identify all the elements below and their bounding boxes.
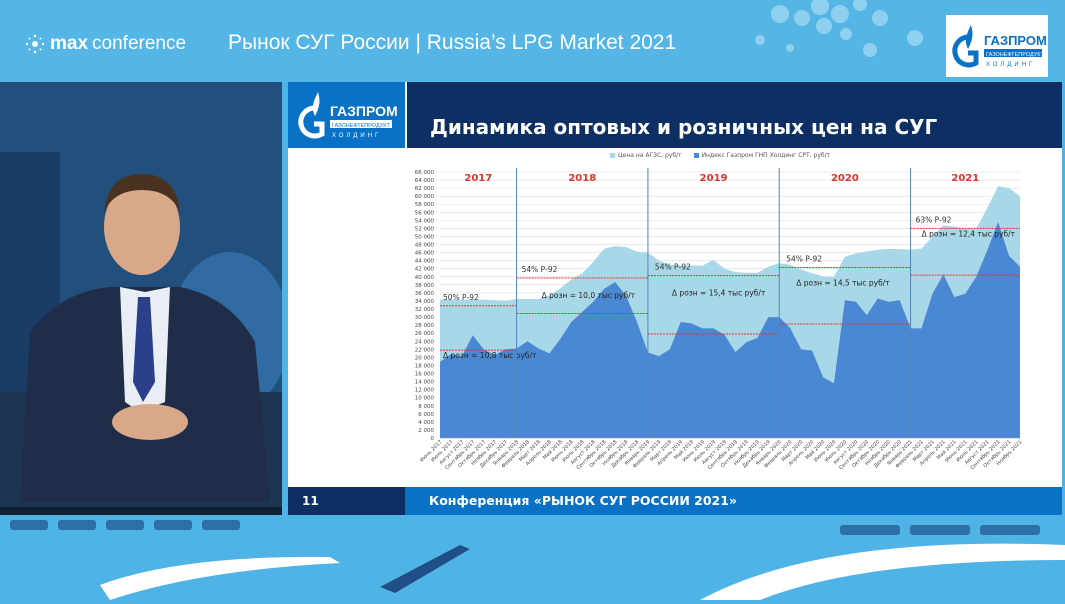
legend-swatch-retail — [610, 153, 615, 158]
y-tick-label: 50 000 — [415, 234, 435, 240]
y-tick-label: 34 000 — [415, 299, 435, 305]
delta-label: Δ розн = 15,4 тыс руб/т — [672, 289, 766, 298]
y-tick-label: 6 000 — [418, 412, 434, 418]
year-label: 2019 — [700, 173, 728, 184]
y-tick-label: 40 000 — [415, 275, 435, 281]
y-tick-label: 62 000 — [415, 186, 435, 192]
slide-header: Динамика оптовых и розничных цен на СУГ — [405, 82, 1062, 148]
delta-label: Δ розн = 14,5 тыс руб/т — [796, 279, 890, 288]
y-tick-label: 22 000 — [415, 347, 435, 353]
y-tick-label: 46 000 — [415, 251, 435, 257]
brand-bold: max — [50, 33, 88, 55]
y-tick-label: 36 000 — [415, 291, 435, 297]
price-chart: Цена на АГЗС, руб/т Индекс Газпром ГНП Х… — [288, 148, 1062, 487]
y-tick-label: 32 000 — [415, 307, 435, 313]
y-tick-label: 30 000 — [415, 315, 435, 321]
y-tick-label: 4 000 — [418, 420, 434, 426]
chart-legend: Цена на АГЗС, руб/т Индекс Газпром ГНП Х… — [610, 152, 830, 159]
y-tick-label: 28 000 — [415, 323, 435, 329]
y-tick-label: 42 000 — [415, 267, 435, 273]
gazprom-logo: ГАЗПРОМ ГАЗОНЕФТЕПРОДУКТ ХОЛДИНГ — [946, 15, 1048, 77]
y-tick-label: 26 000 — [415, 331, 435, 337]
gazprom-flame-icon: ГАЗПРОМ ГАЗОНЕФТЕПРОДУКТ ХОЛДИНГ — [946, 15, 1048, 77]
y-tick-label: 10 000 — [415, 396, 435, 402]
y-tick-label: 24 000 — [415, 339, 435, 345]
delta-label: Δ розн = 12,4 тыс руб/т — [922, 229, 1016, 238]
y-tick-label: 52 000 — [415, 226, 435, 232]
decorative-footer — [0, 515, 1065, 600]
sparkle-icon — [24, 33, 46, 55]
speaker-figure — [0, 82, 282, 515]
chart-plot: 0 2 000 4 000 6 000 8 000 10 000 12 000 14 000 1… — [288, 148, 1062, 487]
y-tick-label: 14 000 — [415, 380, 435, 386]
delta-label: Δ розн = 10,0 тыс руб/т — [542, 291, 636, 300]
legend-label-wholesale: Индекс Газпром ГНП Холдинг СРТ, руб/т — [702, 152, 831, 159]
y-tick-label: 16 000 — [415, 372, 435, 378]
y-tick-label: 48 000 — [415, 243, 435, 249]
share-label: 63% Р-92 — [916, 215, 952, 224]
brand-light: conference — [92, 33, 186, 55]
year-label: 2020 — [831, 173, 859, 184]
share-label: 54% Р-92 — [655, 263, 691, 272]
slide-gazprom-logo: ГАЗПРОМ ГАЗОНЕФТЕПРОДУКТ ХОЛДИНГ — [288, 82, 405, 148]
svg-text:ХОЛДИНГ: ХОЛДИНГ — [332, 133, 381, 139]
svg-text:ХОЛДИНГ: ХОЛДИНГ — [986, 62, 1035, 68]
y-tick-label: 54 000 — [415, 218, 435, 224]
year-label: 2021 — [951, 173, 979, 184]
decorative-dots — [720, 0, 940, 80]
decorative-graphics — [0, 515, 1065, 600]
legend-item-retail: Цена на АГЗС, руб/т — [610, 152, 682, 159]
svg-text:ГАЗПРОМ: ГАЗПРОМ — [984, 33, 1047, 48]
slide-title: Динамика оптовых и розничных цен на СУГ — [430, 115, 937, 139]
legend-swatch-wholesale — [694, 153, 699, 158]
speaker-video — [0, 82, 282, 515]
year-label: 2018 — [568, 173, 596, 184]
y-tick-label: 66 000 — [415, 170, 435, 176]
presentation-slide: ГАЗПРОМ ГАЗОНЕФТЕПРОДУКТ ХОЛДИНГ Динамик… — [288, 82, 1062, 515]
y-tick-label: 0 — [431, 436, 435, 442]
y-tick-label: 64 000 — [415, 178, 435, 184]
y-tick-label: 58 000 — [415, 202, 435, 208]
y-tick-label: 12 000 — [415, 388, 435, 394]
legend-label-retail: Цена на АГЗС, руб/т — [618, 152, 682, 159]
y-tick-label: 8 000 — [418, 404, 434, 410]
footer-text: Конференция «РЫНОК СУГ РОССИИ 2021» — [429, 493, 737, 508]
share-label: 50% Р-92 — [443, 293, 479, 302]
svg-text:ГАЗПРОМ: ГАЗПРОМ — [330, 103, 398, 119]
conference-title: Рынок СУГ России | Russia’s LPG Market 2… — [228, 31, 676, 55]
share-label: 54% Р-92 — [522, 265, 558, 274]
y-tick-label: 60 000 — [415, 194, 435, 200]
y-tick-label: 2 000 — [418, 428, 434, 434]
y-tick-label: 38 000 — [415, 283, 435, 289]
share-label: 54% Р-92 — [786, 255, 822, 264]
gazprom-flame-icon: ГАЗПРОМ ГАЗОНЕФТЕПРОДУКТ ХОЛДИНГ — [288, 82, 405, 148]
legend-item-wholesale: Индекс Газпром ГНП Холдинг СРТ, руб/т — [694, 152, 831, 159]
y-tick-label: 20 000 — [415, 355, 435, 361]
y-tick-label: 56 000 — [415, 210, 435, 216]
y-tick-label: 44 000 — [415, 259, 435, 265]
slide-footer: 11 Конференция «РЫНОК СУГ РОССИИ 2021» — [288, 487, 1062, 515]
delta-label: Δ розн = 10,8 тыс руб/т — [443, 351, 537, 360]
svg-text:ГАЗОНЕФТЕПРОДУКТ: ГАЗОНЕФТЕПРОДУКТ — [332, 123, 390, 129]
page-number: 11 — [288, 487, 405, 515]
y-tick-label: 18 000 — [415, 363, 435, 369]
svg-text:ГАЗОНЕФТЕПРОДУКТ: ГАЗОНЕФТЕПРОДУКТ — [986, 52, 1044, 58]
year-label: 2017 — [464, 173, 492, 184]
